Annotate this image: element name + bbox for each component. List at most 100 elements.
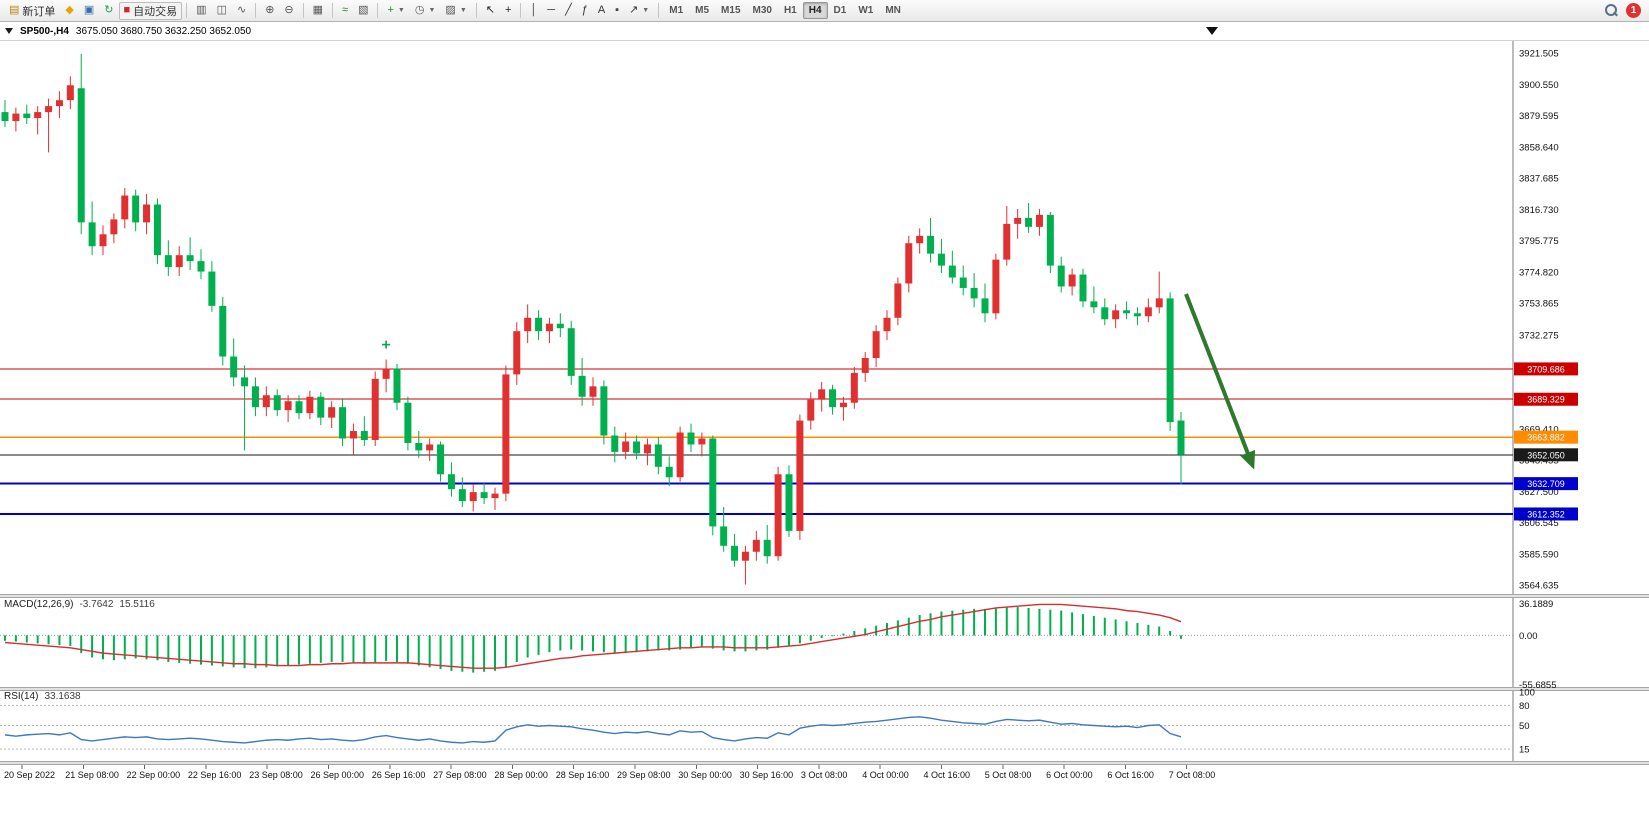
- candle-body: [1090, 301, 1098, 308]
- chart-title-bar: SP500-,H4 3675.050 3680.750 3632.250 365…: [0, 22, 1649, 41]
- trendline-icon: ╱: [565, 4, 572, 16]
- candle-body: [132, 195, 140, 223]
- indicator-windows-icon[interactable]: ▧: [353, 2, 373, 20]
- symbol-collapse-icon[interactable]: [5, 28, 13, 34]
- market-watch-icon: ▣: [83, 4, 95, 16]
- rsi-axis-label: 100: [1519, 688, 1535, 699]
- new-order-button[interactable]: ▤ 新订单: [4, 2, 60, 20]
- price-badge: [1514, 507, 1578, 521]
- candle-body: [502, 374, 510, 494]
- chart-canvas-svg[interactable]: 3921.505 3900.550 3879.595 3858.640 3837.685…: [0, 22, 1649, 820]
- candle-body: [633, 441, 641, 454]
- candle-body: [458, 489, 466, 502]
- time-axis-label: 26 Sep 16:00: [372, 770, 426, 780]
- rsi-name: RSI(14): [4, 691, 39, 702]
- candlestick-chart-icon: ◫: [216, 4, 227, 16]
- candle-body: [872, 331, 880, 359]
- horizontal-line-icon[interactable]: ─: [542, 2, 560, 20]
- candle-body: [339, 407, 347, 439]
- macd-axis-label: 36.1889: [1519, 599, 1553, 610]
- candle-body: [545, 323, 553, 332]
- market-watch-icon[interactable]: ▣: [79, 2, 99, 20]
- toolbar-separator: [332, 3, 334, 18]
- candle-body: [589, 386, 597, 397]
- indicators-icon[interactable]: ≈: [337, 2, 353, 20]
- vertical-line-icon[interactable]: │: [525, 2, 542, 20]
- timeframe-button-h1[interactable]: H1: [783, 5, 797, 16]
- macd-axis-label: 0.00: [1519, 631, 1538, 642]
- macd-axis-label: -55.6855: [1519, 680, 1557, 691]
- cursor-icon[interactable]: ↖: [481, 2, 500, 20]
- time-axis-label: 28 Sep 00:00: [494, 770, 548, 780]
- price-axis-label: 3585.590: [1519, 549, 1559, 560]
- time-axis-label: 22 Sep 16:00: [188, 770, 242, 780]
- add-indicator-button[interactable]: + ▼: [382, 2, 409, 20]
- candle-body: [45, 106, 53, 113]
- dropdown-caret-icon[interactable]: ▼: [397, 7, 405, 14]
- text-icon[interactable]: A: [593, 2, 610, 20]
- bar-chart-icon[interactable]: ▥: [191, 2, 211, 20]
- period-clock-icon[interactable]: ◷ ▼: [410, 2, 441, 20]
- gold-icon[interactable]: ◆: [60, 2, 78, 20]
- candle-body: [349, 431, 357, 439]
- down-arrow-annotation[interactable]: [1184, 293, 1254, 465]
- timeframe-button-w1[interactable]: W1: [858, 5, 874, 16]
- timeframe-button-m15[interactable]: M15: [721, 5, 741, 16]
- candle-body: [208, 271, 216, 306]
- vertical-line-icon: │: [530, 4, 538, 16]
- trendline-icon[interactable]: ╱: [560, 2, 577, 20]
- timeframe-button-m30[interactable]: M30: [752, 5, 772, 16]
- price-axis-label: 3837.685: [1519, 174, 1559, 185]
- price-badge-label: 3632.709: [1527, 479, 1565, 489]
- panel-separator[interactable]: [0, 761, 1649, 765]
- candlestick-chart-icon[interactable]: ◫: [212, 2, 232, 20]
- refresh-icon[interactable]: ↻: [99, 2, 118, 20]
- timeframe-button-h4[interactable]: H4: [802, 2, 828, 19]
- fibonacci-icon: ƒ: [581, 4, 588, 16]
- chart-plot-area[interactable]: [0, 41, 1513, 765]
- autotrading-button[interactable]: ■ 自动交易: [118, 1, 183, 20]
- dropdown-caret-icon[interactable]: ▼: [428, 7, 436, 14]
- arrows-tool-icon[interactable]: ↗ ▼: [624, 2, 654, 20]
- time-axis[interactable]: [0, 765, 1649, 795]
- template-icon[interactable]: ▨ ▼: [440, 2, 471, 20]
- candle-body: [1123, 310, 1131, 314]
- period-clock-icon: ◷: [414, 4, 425, 16]
- timeframe-button-mn[interactable]: MN: [885, 5, 901, 16]
- panel-separator[interactable]: [0, 594, 1649, 598]
- tile-windows-icon[interactable]: ▦: [308, 2, 328, 20]
- cursor-icon: ↖: [485, 4, 495, 16]
- timeframe-button-d1[interactable]: D1: [833, 5, 847, 16]
- line-chart-icon: ∿: [236, 4, 247, 16]
- candle-body: [382, 368, 390, 379]
- line-chart-icon[interactable]: ∿: [232, 2, 251, 20]
- candle-body: [1144, 307, 1152, 317]
- new-order-button-label: 新订单: [22, 5, 56, 18]
- candle-body: [241, 377, 249, 387]
- timeframe-button-m1[interactable]: M1: [669, 5, 684, 16]
- candle-body: [219, 305, 227, 357]
- zoom-in-icon[interactable]: ⊕: [260, 2, 279, 20]
- macd-signal-line: [4, 603, 1182, 669]
- candle-body: [1155, 298, 1163, 308]
- rsi-line: [4, 716, 1182, 744]
- dropdown-caret-icon[interactable]: ▼: [459, 7, 467, 14]
- candle-body: [611, 435, 619, 452]
- rsi-axis-label: 50: [1519, 721, 1530, 732]
- fibonacci-icon[interactable]: ƒ: [577, 2, 593, 20]
- crosshair-icon[interactable]: +: [500, 2, 516, 20]
- candle-body: [948, 265, 956, 278]
- search-icon[interactable]: [1605, 4, 1618, 17]
- scroll-to-end-icon[interactable]: [1206, 27, 1218, 35]
- panel-separator[interactable]: [0, 687, 1649, 691]
- label-icon[interactable]: ▪: [610, 2, 624, 20]
- zoom-out-icon[interactable]: ⊖: [279, 2, 298, 20]
- candle-body: [251, 386, 259, 408]
- dropdown-caret-icon[interactable]: ▼: [642, 7, 650, 14]
- candle-body: [992, 259, 1000, 314]
- timeframe-button-m5[interactable]: M5: [695, 5, 710, 16]
- notification-badge[interactable]: 1: [1626, 3, 1641, 18]
- time-axis-label: 3 Oct 08:00: [801, 770, 848, 780]
- rsi-axis-label: 80: [1519, 701, 1530, 712]
- candle-body: [1025, 217, 1033, 227]
